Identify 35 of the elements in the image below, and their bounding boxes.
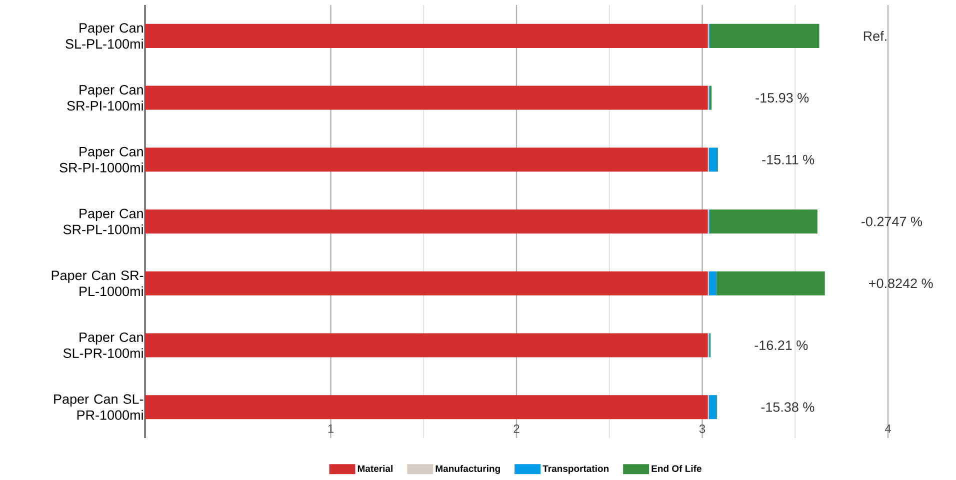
x-tick-label: 2 bbox=[514, 424, 520, 433]
y-tick-label: Paper Can SL-PR-1000mi bbox=[54, 394, 144, 420]
bar bbox=[145, 395, 708, 420]
annotation: -16.21 % bbox=[754, 340, 808, 350]
bar bbox=[145, 333, 708, 358]
y-tick-label: Paper Can SR-PI-1000mi bbox=[60, 146, 143, 172]
bar bbox=[145, 148, 708, 172]
bar bbox=[708, 148, 718, 172]
bar bbox=[145, 210, 708, 234]
annotation: -15.11 % bbox=[762, 154, 814, 164]
y-tick-label: Paper Can SL-PR-100mi bbox=[63, 332, 143, 358]
annotation: -15.93 % bbox=[756, 93, 809, 103]
x-tick-label: 1 bbox=[328, 424, 334, 433]
bar bbox=[716, 271, 825, 296]
x-tick-label: 3 bbox=[699, 424, 706, 434]
y-tick-label: Paper Can SR-PL-1000mi bbox=[52, 270, 144, 296]
y-tick-label: Paper Can SR-PL-100mi bbox=[63, 208, 143, 234]
y-tick-label: Paper Can SL-PL-100mi bbox=[66, 23, 143, 49]
legend-label: Manufacturing bbox=[436, 464, 500, 474]
annotation: -15.38 % bbox=[761, 402, 814, 412]
bar bbox=[145, 86, 708, 110]
y-tick-label: Paper Can SR-PI-100mi bbox=[67, 85, 143, 111]
annotation: -0.2747 % bbox=[862, 216, 922, 226]
annotation: Ref. bbox=[864, 30, 886, 41]
bar bbox=[710, 24, 820, 48]
annotation: +0.8242 % bbox=[869, 278, 933, 288]
legend-label: Material bbox=[358, 464, 392, 472]
bar bbox=[145, 271, 708, 296]
legend-label: End Of Life bbox=[652, 464, 702, 472]
bar bbox=[708, 271, 716, 296]
bar bbox=[710, 210, 818, 234]
legend-label: Transportation bbox=[542, 464, 609, 474]
bar bbox=[708, 395, 716, 420]
bar bbox=[145, 24, 708, 48]
x-tick-label: 4 bbox=[884, 424, 891, 433]
